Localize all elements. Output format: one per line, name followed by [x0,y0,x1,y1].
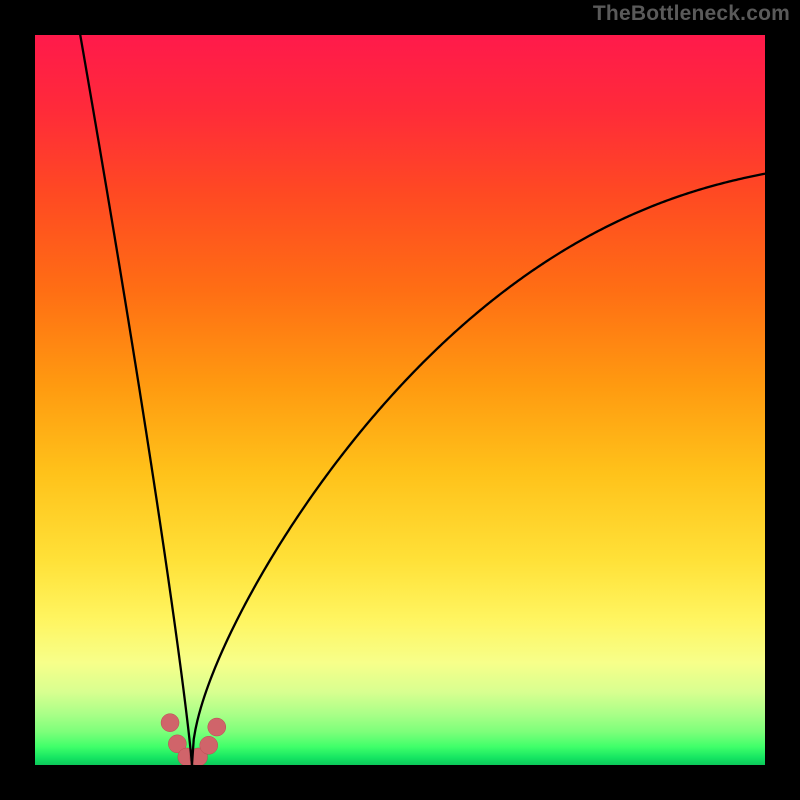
watermark-text: TheBottleneck.com [593,2,790,26]
data-marker [208,718,226,736]
bottleneck-chart [0,0,800,800]
data-marker [161,714,179,732]
data-marker [200,736,218,754]
plot-gradient-background [35,35,765,765]
figure-root: TheBottleneck.com [0,0,800,800]
